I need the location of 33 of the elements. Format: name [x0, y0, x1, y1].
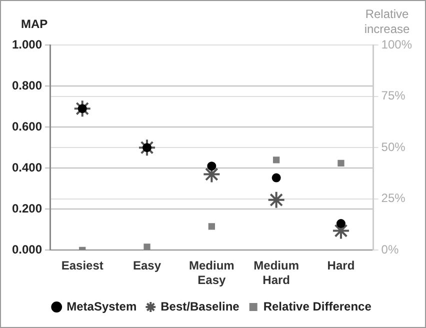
legend-label: MetaSystem	[66, 299, 137, 314]
y-tick-label: 0.000	[12, 242, 42, 257]
point	[338, 160, 344, 167]
point	[272, 156, 280, 164]
legend-label: Best/Baseline	[160, 299, 240, 314]
y-tick-label: 0.800	[12, 78, 42, 92]
x-tick-label: Medium Easy	[188, 258, 234, 288]
y-axis-title: MAP	[21, 17, 48, 31]
point	[208, 223, 215, 230]
point	[267, 190, 286, 209]
point	[78, 104, 87, 114]
y2-tick-label: 50%	[381, 140, 406, 154]
y2-tick-label: 100%	[381, 37, 412, 52]
point	[138, 138, 156, 157]
point	[73, 100, 92, 118]
y-tick-label: 1.000	[12, 37, 42, 52]
y2-tick-label: 0%	[381, 242, 399, 257]
legend-label: Relative Difference	[263, 299, 372, 314]
y-tick-label: 0.600	[12, 119, 42, 134]
y-tick-label: 0.200	[12, 201, 42, 216]
x-tick-label: Medium Hard	[254, 258, 299, 288]
x-tick-label: Easiest	[61, 258, 104, 273]
y-tick-label: 0.400	[12, 160, 42, 174]
point	[144, 244, 150, 250]
y2-tick-label: 25%	[381, 191, 406, 206]
point	[336, 219, 346, 228]
y2-tick-label: 75%	[381, 88, 406, 103]
point	[207, 162, 216, 171]
x-tick-label: Easy	[132, 258, 162, 273]
point	[272, 173, 281, 182]
y2-axis-title: Relative increase	[363, 7, 411, 37]
x-tick-label: Hard	[327, 258, 355, 273]
point	[142, 143, 152, 152]
